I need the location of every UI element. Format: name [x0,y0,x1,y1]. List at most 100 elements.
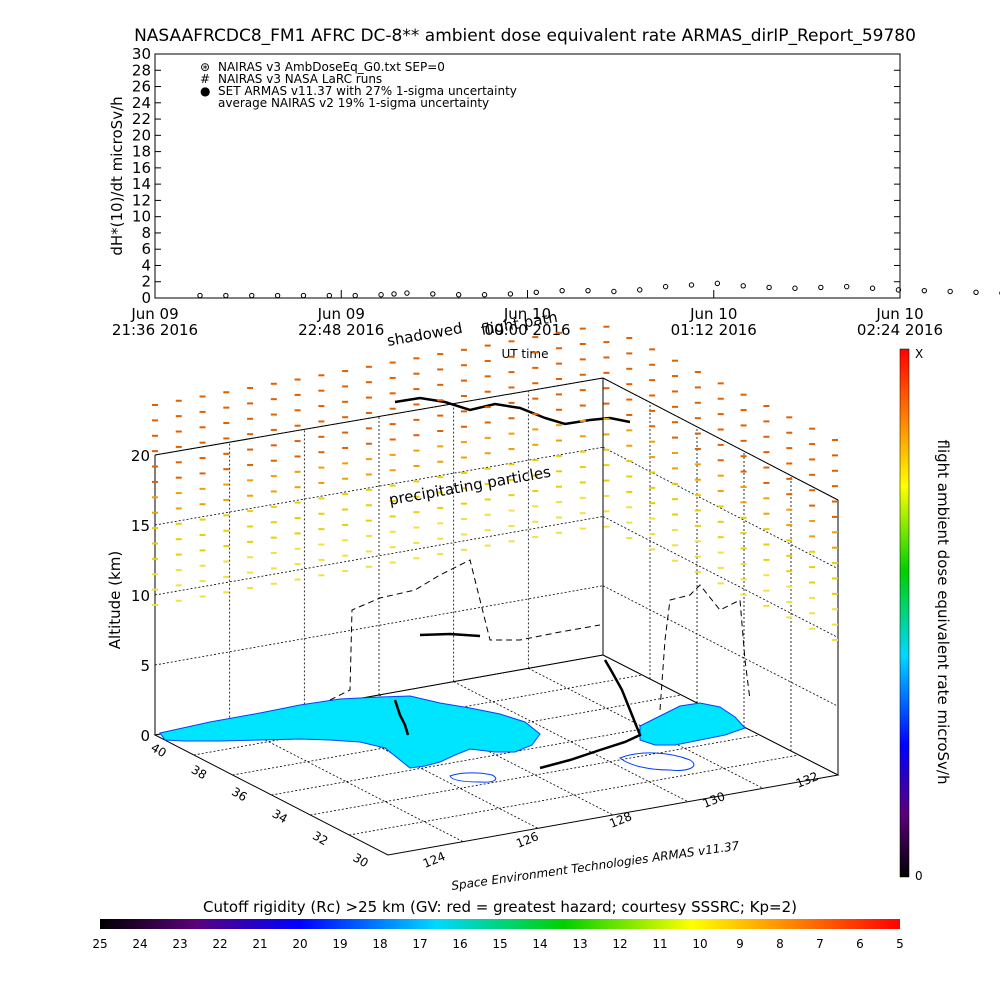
bottom-colorbar-label: 20 [292,937,307,951]
y-tick-label: 0 [141,289,151,307]
annotation-precipitating-particles: precipitating particles [388,463,553,509]
bottom-colorbar-label: 16 [452,937,467,951]
dose-point [455,292,462,298]
bottom-colorbar-label: 11 [652,937,667,951]
top-x-axis-label: UT time [501,347,548,361]
flight-path-west-descent [393,699,410,736]
x-tick-label-date: Jun 09 [130,305,178,323]
dose-point [766,284,772,291]
flight-path-projection [329,559,751,711]
dose-point [197,292,203,299]
island-outline [449,772,497,783]
dose-point [507,291,514,297]
dose-point [249,292,255,299]
lat-tick-label: 30 [351,850,371,870]
bottom-colorbar: Cutoff rigidity (Rc) >25 km (GV: red = g… [92,898,903,951]
bottom-colorbar-label: 7 [816,937,824,951]
x-tick-label-date: Jun 10 [689,305,737,323]
annotation-shadowed: shadowed [386,319,464,350]
bottom-colorbar-label: 5 [896,937,904,951]
bottom-colorbar-label: 6 [856,937,864,951]
x-tick-label-time: 01:12 2016 [671,321,757,339]
dose-point [921,287,928,294]
y-tick-label: 28 [132,61,151,79]
y-tick-label: 18 [132,143,151,161]
bottom-colorbar-label: 14 [532,937,547,951]
y-tick-label: 6 [141,240,151,258]
y-tick-label: 16 [132,159,151,177]
bottom-colorbar-label: 17 [412,937,427,951]
flight-path [393,396,642,770]
flight-path-low [539,659,642,770]
dose-point [740,283,746,289]
dose-point [430,291,436,297]
bottom-colorbar-title: Cutoff rigidity (Rc) >25 km (GV: red = g… [203,898,797,916]
bottom-colorbar-label: 8 [776,937,784,951]
bottom-colorbar-label: 22 [212,937,227,951]
bottom-colorbar-label: 12 [612,937,627,951]
legend-symbol: # [200,72,210,86]
dose-point [818,284,824,291]
bottom-colorbar-gradient [100,919,900,929]
dose-point [533,289,539,296]
dose-markers [152,325,838,641]
dose-point [352,292,358,299]
z-axis-label: Altitude (km) [106,551,124,649]
wall-gridline [602,446,839,570]
wall-gridline [602,516,839,638]
dose-point [378,292,384,298]
y-tick-label: 12 [132,191,151,209]
legend-entry: NAIRAS v3 NASA LaRC runs [218,72,382,86]
floor-gridline [349,754,799,836]
lon-tick-label: 124 [421,849,447,871]
dose-point [637,287,643,293]
floor-grid [153,654,840,856]
legend-entry: average NAIRAS v2 19% 1-sigma uncertaint… [218,96,489,110]
dose-point [688,282,695,288]
x-tick-label-time: 02:24 2016 [857,321,943,339]
flight-path-top [394,396,631,426]
y-tick-label: 30 [132,45,151,63]
top-y-axis-label: dH*(10)/dt microSv/h [108,96,126,255]
dose-point [481,292,488,298]
flight-path-shadow [329,559,601,701]
lon-tick-label: 132 [794,769,820,791]
dose-point [300,292,307,299]
credit-text: Space Environment Technologies ARMAS v11… [450,839,740,893]
wall-gridline [602,585,839,707]
y-tick-label: 2 [141,273,151,291]
dose-point [973,289,979,296]
lat-tick-label: 40 [149,740,169,760]
y-tick-label: 24 [132,94,151,112]
z-tick-label: 15 [131,517,150,535]
y-tick-label: 26 [132,78,151,96]
bottom-colorbar-label: 21 [252,937,267,951]
dose-point [844,283,850,290]
y-tick-label: 14 [132,175,151,193]
x-tick-label-time: 00:00 2016 [484,321,570,339]
top-series [197,280,1000,299]
y-tick-label: 8 [141,224,151,242]
floor-gridline [310,734,760,816]
lat-tick-label: 36 [229,784,249,804]
japan-landmass [639,702,746,746]
bottom-colorbar-label: 25 [92,937,107,951]
dose-point [223,292,229,299]
dose-point [895,287,902,293]
lat-tick-label: 38 [189,762,209,782]
bottom-colorbar-label: 24 [132,937,147,951]
kyushu-outline [619,752,695,771]
legend-symbol: ● [200,84,210,98]
z-tick-label: 5 [140,657,150,675]
dose-point [792,285,798,291]
right-colorbar-bottom-label: 0 [915,869,923,883]
right-colorbar-top-label: X [915,347,923,361]
map-land [159,695,746,783]
legend-entry: NAIRAS v3 AmbDoseEq_G0.txt SEP=0 [218,60,445,74]
dose-point [391,291,397,297]
legend: ⊛ NAIRAS v3 AmbDoseEq_G0.txt SEP=0 # NAIRAS… [200,60,517,110]
